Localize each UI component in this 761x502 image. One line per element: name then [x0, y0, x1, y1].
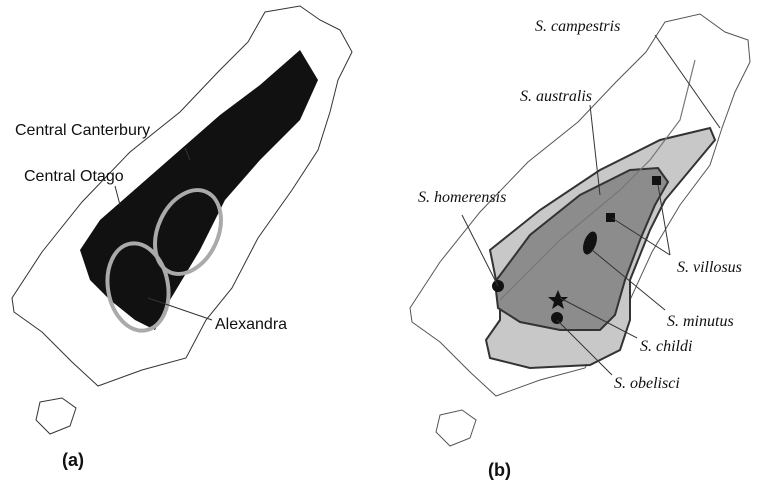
- stewart-island: [36, 398, 76, 434]
- locality-marker: [551, 312, 563, 324]
- figure: Central Canterbury Central Otago Alexand…: [0, 0, 761, 502]
- annotation: Central Canterbury: [15, 122, 150, 139]
- locality-marker: [652, 176, 661, 185]
- panel-label: (b): [488, 460, 511, 480]
- annotation: Central Otago: [24, 168, 124, 185]
- species-label: S. australis: [520, 88, 592, 105]
- locality-marker: [606, 213, 615, 222]
- species-label: S. childi: [640, 338, 692, 355]
- species-label: S. villosus: [677, 259, 742, 276]
- annotation: Alexandra: [215, 316, 287, 333]
- panel-label: (a): [62, 450, 84, 470]
- species-label: S. campestris: [535, 18, 620, 35]
- species-label: S. homerensis: [418, 189, 506, 206]
- map-a: Central Canterbury Central Otago Alexand…: [12, 6, 352, 470]
- species-label: S. minutus: [667, 313, 734, 330]
- map-b: S. campestris S. australis S. homerensis…: [410, 14, 750, 480]
- stewart-island: [436, 410, 476, 446]
- species-label: S. obelisci: [614, 375, 680, 392]
